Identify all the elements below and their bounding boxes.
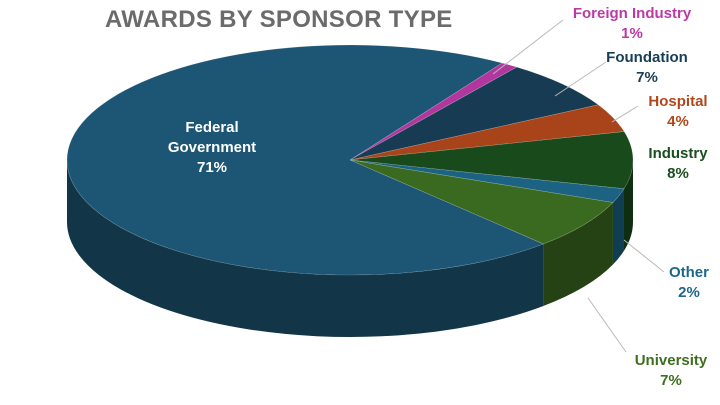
pie-slice [349, 66, 599, 161]
category-label: University [634, 352, 708, 369]
category-label: Hospital [648, 93, 708, 110]
leader-line [587, 297, 627, 353]
value-label: 71% [196, 159, 228, 176]
value-label: 7% [636, 69, 658, 86]
value-label: 4% [667, 113, 689, 130]
category-label: Foundation [606, 49, 688, 66]
leader-line [611, 105, 639, 123]
pie-side [543, 202, 613, 306]
leader-line [492, 19, 564, 75]
value-label: 1% [621, 25, 643, 42]
pie-slice [349, 131, 634, 190]
pie-slice [349, 104, 625, 161]
chart-title: AWARDS BY SPONSOR TYPE [105, 6, 453, 33]
pie-slice [66, 44, 545, 276]
category-label: Federal Government [167, 119, 257, 156]
category-label: Other [668, 264, 709, 281]
leader-line [554, 61, 607, 97]
pie-side [66, 160, 544, 337]
value-label: 8% [667, 165, 689, 182]
pie-side [623, 160, 633, 251]
pie-side [612, 188, 624, 265]
value-label: 7% [660, 372, 682, 389]
category-label: Foreign Industry [572, 5, 692, 22]
pie-slice [349, 159, 614, 245]
pie-slice [349, 62, 518, 161]
category-label: Industry [648, 145, 708, 162]
pie-slice [349, 159, 625, 203]
value-label: 2% [678, 284, 700, 301]
leader-line [623, 239, 665, 273]
